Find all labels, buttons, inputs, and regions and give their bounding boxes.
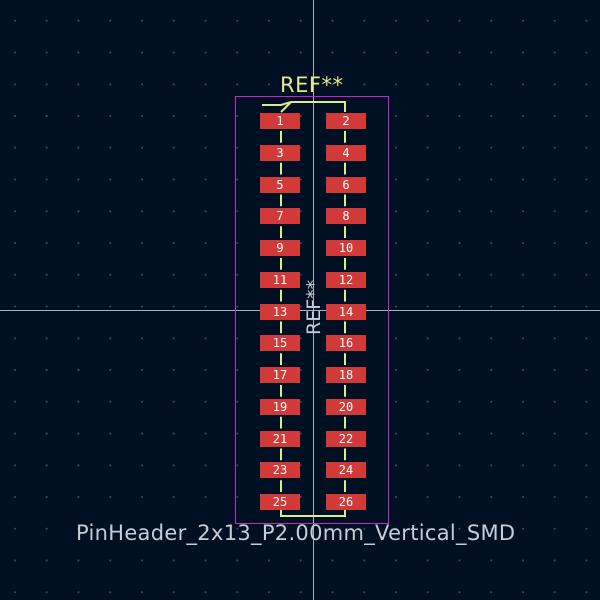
silk-bottom-line <box>280 508 346 517</box>
crosshair-horizontal <box>0 310 600 311</box>
pin1-chamfer-line <box>280 101 292 113</box>
pad-5[interactable]: 5 <box>260 176 300 193</box>
pad-26[interactable]: 26 <box>326 494 366 510</box>
reference-designator-fab[interactable]: REF** <box>303 279 325 335</box>
pad-21[interactable]: 21 <box>260 430 300 447</box>
courtyard-outline <box>235 96 389 524</box>
pad-16[interactable]: 16 <box>326 335 366 352</box>
pad-24[interactable]: 24 <box>326 462 366 479</box>
pad-6[interactable]: 6 <box>326 176 366 193</box>
pad-2[interactable]: 2 <box>326 113 366 129</box>
pad-3[interactable]: 3 <box>260 144 300 161</box>
pad-20[interactable]: 20 <box>326 398 366 415</box>
pin1-marker-line <box>262 101 346 112</box>
pad-19[interactable]: 19 <box>260 398 300 415</box>
pad-17[interactable]: 17 <box>260 367 300 383</box>
pad-7[interactable]: 7 <box>260 208 300 225</box>
pad-11[interactable]: 11 <box>260 271 300 288</box>
pad-4[interactable]: 4 <box>326 144 366 161</box>
pad-9[interactable]: 9 <box>260 240 300 256</box>
pad-14[interactable]: 14 <box>326 303 366 320</box>
pad-25[interactable]: 25 <box>260 494 300 510</box>
pad-8[interactable]: 8 <box>326 208 366 225</box>
pad-15[interactable]: 15 <box>260 335 300 352</box>
pad-18[interactable]: 18 <box>326 367 366 383</box>
pad-22[interactable]: 22 <box>326 430 366 447</box>
pad-10[interactable]: 10 <box>326 240 366 256</box>
pad-12[interactable]: 12 <box>326 271 366 288</box>
crosshair-vertical <box>313 0 314 600</box>
reference-designator-silk[interactable]: REF** <box>280 73 344 97</box>
pad-13[interactable]: 13 <box>260 303 300 320</box>
footprint-value-label[interactable]: PinHeader_2x13_P2.00mm_Vertical_SMD <box>76 521 516 545</box>
pad-1[interactable]: 1 <box>260 113 300 129</box>
pad-23[interactable]: 23 <box>260 462 300 479</box>
